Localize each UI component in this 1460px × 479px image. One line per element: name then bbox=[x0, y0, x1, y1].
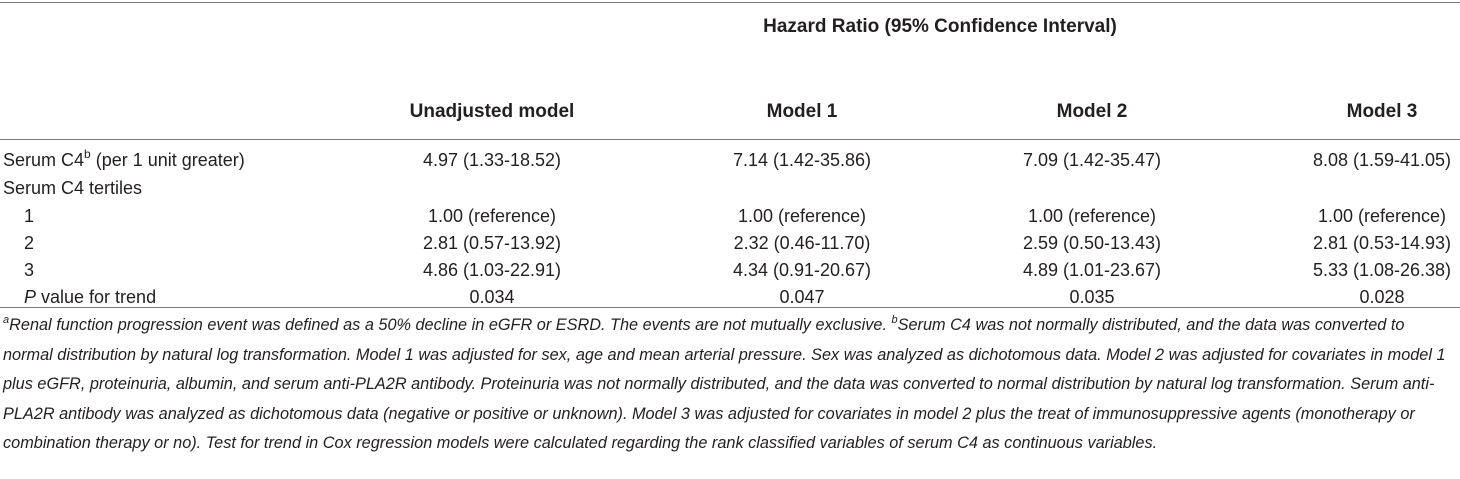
table-top-rule bbox=[0, 2, 1460, 3]
column-header-model-1: Model 1 bbox=[766, 101, 838, 122]
table-cell: 1.00 (reference) bbox=[1317, 206, 1447, 226]
table-cell: 7.09 (1.42-35.47) bbox=[1022, 150, 1162, 170]
header-rule bbox=[0, 139, 1460, 140]
table-cell: 4.86 (1.03-22.91) bbox=[422, 260, 562, 280]
table-row-tertile-3: 3 4.86 (1.03-22.91) 4.34 (0.91-20.67) 4.… bbox=[0, 257, 1460, 285]
row-label: Serum C4b (per 1 unit greater) bbox=[3, 147, 245, 170]
table-cell: 1.00 (reference) bbox=[427, 206, 557, 226]
row-label: 2 bbox=[24, 233, 35, 253]
column-header-model-2: Model 2 bbox=[1056, 101, 1128, 122]
table-cell: 7.14 (1.42-35.86) bbox=[732, 150, 872, 170]
row-label: Serum C4 tertiles bbox=[3, 178, 143, 198]
column-header-unadjusted: Unadjusted model bbox=[409, 101, 575, 122]
column-header-model-3: Model 3 bbox=[1346, 101, 1418, 122]
table-cell: 4.34 (0.91-20.67) bbox=[732, 260, 872, 280]
table-row-tertile-2: 2 2.81 (0.57-13.92) 2.32 (0.46-11.70) 2.… bbox=[0, 230, 1460, 258]
table-cell: 1.00 (reference) bbox=[1027, 206, 1157, 226]
table-row-p-trend: P value for trend 0.034 0.047 0.035 0.02… bbox=[0, 284, 1460, 312]
table-cell: 0.035 bbox=[1069, 287, 1115, 307]
table-footnote: aRenal function progression event was de… bbox=[3, 313, 1446, 452]
table-row-tertile-1: 1 1.00 (reference) 1.00 (reference) 1.00… bbox=[0, 203, 1460, 231]
row-label: 1 bbox=[24, 206, 35, 226]
table-cell: 0.034 bbox=[469, 287, 515, 307]
table-cell: 2.81 (0.57-13.92) bbox=[422, 233, 562, 253]
table-cell: 4.89 (1.01-23.67) bbox=[1022, 260, 1162, 280]
table-cell: 8.08 (1.59-41.05) bbox=[1312, 150, 1452, 170]
table-row-tertiles-heading: Serum C4 tertiles bbox=[0, 175, 1460, 203]
table-cell: 4.97 (1.33-18.52) bbox=[422, 150, 562, 170]
table-cell: 5.33 (1.08-26.38) bbox=[1312, 260, 1452, 280]
row-label: 3 bbox=[24, 260, 35, 280]
group-header: Hazard Ratio (95% Confidence Interval) bbox=[763, 16, 1117, 37]
row-label: P value for trend bbox=[24, 287, 157, 307]
table-bottom-rule bbox=[0, 307, 1460, 308]
table-cell: 0.028 bbox=[1359, 287, 1405, 307]
table-cell: 2.59 (0.50-13.43) bbox=[1022, 233, 1162, 253]
table-cell: 0.047 bbox=[779, 287, 825, 307]
table-cell: 2.32 (0.46-11.70) bbox=[733, 233, 871, 253]
table-cell: 2.81 (0.53-14.93) bbox=[1312, 233, 1452, 253]
table-cell: 1.00 (reference) bbox=[737, 206, 867, 226]
table-row-serum-c4: Serum C4b (per 1 unit greater) 4.97 (1.3… bbox=[0, 147, 1460, 175]
